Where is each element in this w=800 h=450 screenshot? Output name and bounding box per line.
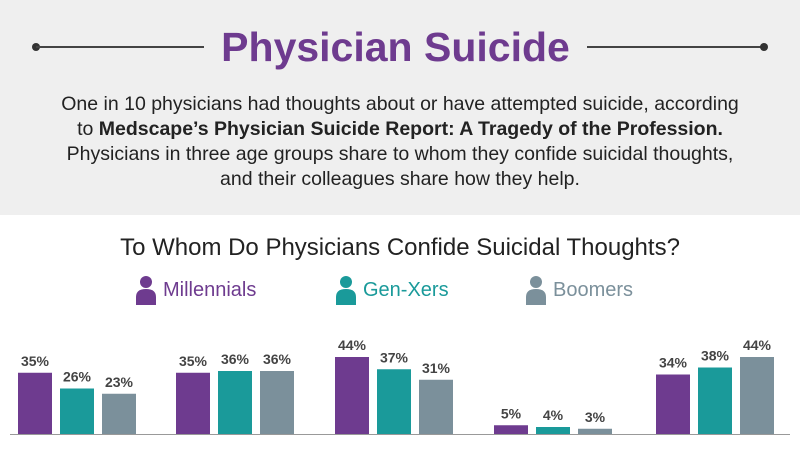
bar-label-boomers-1: 23% — [105, 374, 134, 390]
bar-label-genx-1: 26% — [63, 369, 92, 385]
bar-boomers-5 — [740, 357, 774, 434]
bar-label-boomers-4: 3% — [585, 409, 606, 425]
person-icon — [136, 276, 156, 305]
chart-title: To Whom Do Physicians Confide Suicidal T… — [120, 234, 680, 261]
bar-label-millennials-2: 35% — [179, 353, 208, 369]
title-rule-dot-right — [760, 43, 768, 51]
bar-genx-1 — [60, 388, 94, 434]
bar-label-millennials-1: 35% — [21, 353, 50, 369]
bar-label-millennials-4: 5% — [501, 405, 522, 421]
bar-label-genx-5: 38% — [701, 348, 730, 364]
bar-millennials-4 — [494, 425, 528, 434]
bar-boomers-1 — [102, 393, 136, 434]
header-panel: Physician Suicide One in 10 physicians h… — [0, 0, 800, 215]
intro-line-2-prefix: to — [77, 118, 94, 140]
chart-legend: Millennials Gen-Xers Boomers — [0, 272, 800, 308]
intro-text: One in 10 physicians had thoughts about … — [20, 92, 780, 192]
bar-label-millennials-3: 44% — [338, 337, 367, 353]
bar-boomers-2 — [260, 371, 294, 434]
intro-line-3: Physicians in three age groups share to … — [66, 143, 734, 165]
legend-label-millennials: Millennials — [163, 279, 257, 301]
intro-line-4: and their colleagues share how they help… — [220, 168, 580, 190]
page-title: Physician Suicide — [221, 24, 570, 70]
bar-genx-2 — [218, 371, 252, 434]
bar-genx-3 — [377, 369, 411, 434]
person-icon — [526, 276, 546, 305]
bar-millennials-1 — [18, 372, 52, 434]
bar-chart: 35% 26% 23% 35% 36% 36% 44% 37% 31% 5% 4% 3% 34% 38% 4… — [10, 337, 790, 435]
bar-millennials-5 — [656, 374, 690, 434]
bar-label-boomers-2: 36% — [263, 351, 292, 367]
bar-label-boomers-3: 31% — [422, 360, 451, 376]
bar-label-millennials-5: 34% — [659, 355, 688, 371]
bar-millennials-2 — [176, 372, 210, 434]
bar-boomers-4 — [578, 428, 612, 434]
legend-label-genx: Gen-Xers — [363, 279, 449, 301]
bar-label-genx-3: 37% — [380, 349, 409, 365]
title-rule-right — [587, 46, 763, 48]
bar-millennials-3 — [335, 357, 369, 434]
legend-label-boomers: Boomers — [553, 279, 634, 301]
intro-line-1: One in 10 physicians had thoughts about … — [61, 93, 739, 115]
bar-genx-5 — [698, 367, 732, 434]
bar-label-genx-2: 36% — [221, 351, 250, 367]
legend-item-genx: Gen-Xers — [335, 272, 449, 308]
report-title: Medscape’s Physician Suicide Report: A T… — [98, 118, 723, 140]
bar-genx-4 — [536, 427, 570, 434]
bar-label-genx-4: 4% — [543, 407, 564, 423]
legend-item-millennials: Millennials — [135, 272, 256, 308]
legend-item-boomers: Boomers — [525, 272, 633, 308]
bar-boomers-3 — [419, 379, 453, 434]
person-icon — [336, 276, 356, 305]
bar-label-boomers-5: 44% — [743, 337, 772, 353]
title-row: Physician Suicide — [0, 22, 800, 72]
title-rule-left — [36, 46, 204, 48]
